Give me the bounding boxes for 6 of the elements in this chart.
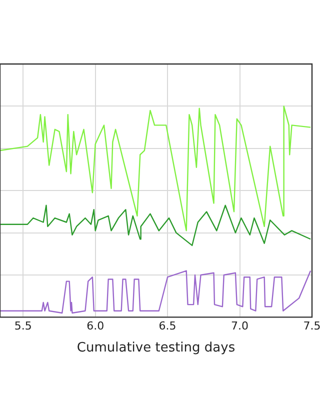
x-tick-label: 7.0 [231,320,249,333]
x-tick-label: 7.5 [303,320,321,333]
x-axis-title: Cumulative testing days [76,340,236,356]
x-tick-label: 6.5 [158,320,176,333]
x-tick-label: 6.0 [86,320,104,333]
x-tick-label: 5.5 [14,320,32,333]
